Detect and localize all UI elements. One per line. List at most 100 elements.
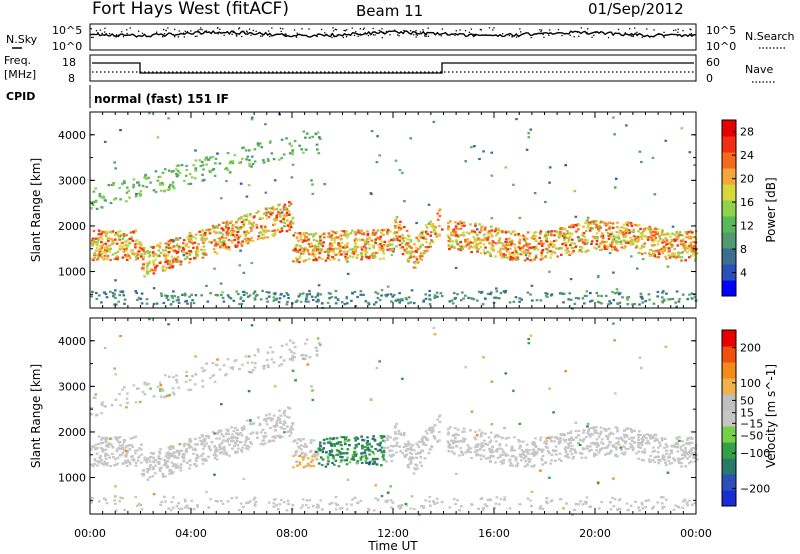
power-cell bbox=[332, 247, 336, 250]
power-cell bbox=[568, 225, 571, 228]
power-cell bbox=[553, 234, 556, 237]
power-cell bbox=[520, 249, 523, 253]
velocity-cell bbox=[184, 500, 187, 503]
power-cell bbox=[630, 224, 634, 227]
power-cell bbox=[238, 217, 242, 220]
power-cell bbox=[205, 237, 208, 240]
power-cell bbox=[295, 260, 298, 263]
power-cell bbox=[224, 236, 228, 240]
power-cell bbox=[470, 251, 473, 254]
power-cell bbox=[104, 247, 108, 250]
power-cell bbox=[657, 256, 660, 259]
velocity-cell bbox=[148, 476, 152, 479]
power-cell bbox=[505, 256, 509, 259]
velocity-cell bbox=[270, 358, 274, 361]
nsearch-dot bbox=[194, 35, 196, 38]
power-cell bbox=[480, 291, 484, 294]
power-cell bbox=[389, 293, 393, 296]
velocity-cell bbox=[592, 426, 595, 429]
power-cell bbox=[258, 217, 262, 221]
power-cell bbox=[93, 256, 96, 260]
power-cell bbox=[583, 294, 587, 297]
power-cell bbox=[529, 293, 532, 296]
power-cell bbox=[521, 246, 524, 249]
power-cell bbox=[185, 245, 188, 248]
power-cell bbox=[202, 234, 205, 237]
velocity-cell bbox=[168, 472, 171, 475]
velocity-field bbox=[90, 318, 699, 516]
power-cell bbox=[403, 248, 406, 251]
nsearch-dot bbox=[425, 35, 427, 37]
power-cell bbox=[312, 233, 316, 236]
power-cell bbox=[189, 237, 193, 240]
power-cell bbox=[364, 247, 368, 250]
power-cell bbox=[449, 220, 452, 223]
velocity-cell bbox=[381, 456, 385, 459]
power-cell bbox=[615, 240, 618, 243]
power-cell bbox=[296, 250, 299, 253]
power-cell bbox=[531, 259, 535, 262]
power-cell bbox=[139, 193, 143, 196]
power-cell bbox=[240, 302, 244, 306]
power-cell bbox=[332, 251, 335, 254]
velocity-cell bbox=[577, 429, 581, 433]
power-cell bbox=[278, 212, 282, 215]
power-cell bbox=[293, 139, 297, 143]
power-cell bbox=[359, 290, 363, 293]
power-cell bbox=[317, 256, 321, 259]
power-cell bbox=[450, 245, 453, 248]
power-cell bbox=[394, 225, 397, 228]
velocity-cell bbox=[121, 388, 124, 391]
velocity-cell bbox=[519, 503, 522, 506]
power-cell bbox=[119, 290, 122, 293]
nsearch-dot bbox=[691, 34, 693, 36]
freq-panel bbox=[89, 54, 697, 82]
power-cell bbox=[305, 297, 308, 301]
power-cell bbox=[322, 232, 326, 235]
power-cell bbox=[334, 302, 338, 305]
power-cell bbox=[152, 272, 156, 275]
velocity-cell bbox=[118, 453, 122, 456]
velocity-cell bbox=[438, 431, 441, 434]
power-cell bbox=[113, 161, 116, 164]
power-cell bbox=[486, 292, 490, 295]
nsearch-dot bbox=[653, 29, 655, 31]
nsearch-dot bbox=[163, 33, 166, 35]
nsearch-dot bbox=[663, 31, 665, 33]
power-cell bbox=[500, 242, 504, 245]
power-cell bbox=[139, 297, 143, 300]
velocity-cell bbox=[302, 458, 305, 461]
power-cell bbox=[452, 233, 456, 236]
power-cell bbox=[549, 250, 552, 253]
power-cell bbox=[317, 298, 320, 301]
power-cell bbox=[618, 231, 621, 234]
velocity-cell bbox=[262, 367, 266, 370]
power-cell bbox=[134, 229, 137, 232]
power-cell bbox=[361, 232, 364, 235]
power-cell bbox=[397, 223, 401, 227]
power-cell bbox=[403, 200, 406, 203]
power-cell bbox=[455, 227, 458, 230]
power-cell bbox=[121, 237, 125, 240]
power-cell bbox=[226, 168, 230, 171]
power-cell bbox=[239, 297, 242, 300]
power-cell bbox=[343, 253, 347, 256]
power-cell bbox=[230, 234, 233, 237]
velocity-cell bbox=[652, 446, 655, 449]
power-cell bbox=[674, 301, 677, 304]
power-cell bbox=[392, 293, 396, 297]
power-cell bbox=[177, 164, 180, 167]
velocity-cell bbox=[455, 433, 458, 436]
power-cell bbox=[407, 234, 410, 237]
power-cell bbox=[503, 290, 506, 293]
velocity-cell bbox=[641, 450, 644, 453]
power-cell bbox=[235, 290, 238, 293]
power-cell bbox=[226, 152, 230, 155]
power-cell bbox=[371, 233, 374, 236]
power-cell bbox=[638, 251, 642, 254]
power-cell bbox=[550, 240, 553, 243]
power-cell bbox=[477, 237, 480, 240]
nsearch-dot bbox=[141, 32, 144, 34]
power-cell bbox=[592, 235, 595, 238]
power-cell bbox=[118, 294, 121, 297]
